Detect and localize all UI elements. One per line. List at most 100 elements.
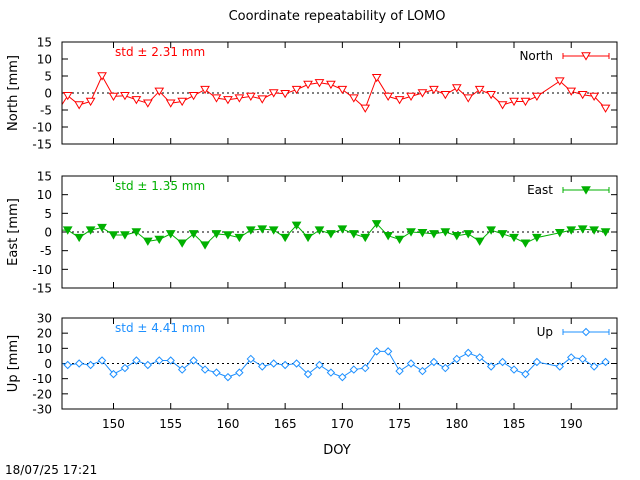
data-point xyxy=(532,92,542,101)
x-tick-label: 175 xyxy=(388,417,411,431)
data-point xyxy=(589,92,599,101)
y-axis-label: Up [mm] xyxy=(6,335,21,392)
y-tick-label: -10 xyxy=(32,121,52,135)
data-point xyxy=(601,357,610,367)
x-tick-label: 170 xyxy=(331,417,354,431)
markers xyxy=(53,347,610,382)
data-point xyxy=(371,74,382,83)
y-tick-label: -5 xyxy=(40,104,52,118)
data-point xyxy=(463,94,474,103)
data-point xyxy=(395,366,404,376)
data-point xyxy=(372,347,381,356)
data-point xyxy=(131,96,142,105)
data-point xyxy=(211,94,222,103)
data-point xyxy=(268,226,279,235)
data-point xyxy=(245,226,256,235)
data-point xyxy=(348,94,359,103)
data-point xyxy=(280,233,291,243)
data-point xyxy=(246,354,256,364)
y-tick-label: 10 xyxy=(37,342,52,356)
data-point xyxy=(417,229,428,238)
data-point xyxy=(474,237,485,246)
data-point xyxy=(85,226,96,235)
y-tick-label: 15 xyxy=(37,170,52,184)
data-point xyxy=(97,72,107,81)
data-point xyxy=(177,365,187,374)
data-point xyxy=(63,360,72,370)
data-point xyxy=(85,97,96,107)
data-point xyxy=(554,77,565,86)
data-point xyxy=(429,85,439,95)
data-point xyxy=(532,357,542,367)
data-point xyxy=(429,357,439,367)
data-point xyxy=(177,239,188,248)
data-point xyxy=(451,232,462,241)
y-tick-label: 10 xyxy=(37,53,52,67)
x-axis-label: DOY xyxy=(323,443,351,458)
legend-marker xyxy=(581,327,591,337)
data-point xyxy=(200,85,210,95)
data-point xyxy=(291,85,302,95)
data-point xyxy=(337,225,348,234)
data-point xyxy=(474,85,485,95)
data-point xyxy=(520,97,531,107)
data-point xyxy=(589,226,599,235)
data-point xyxy=(326,80,336,90)
y-tick-label: 10 xyxy=(37,188,52,202)
data-point xyxy=(212,368,221,377)
data-point xyxy=(338,372,347,382)
data-point xyxy=(108,231,119,240)
markers xyxy=(62,220,611,250)
data-point xyxy=(223,96,233,105)
data-point xyxy=(589,362,599,371)
data-point xyxy=(257,95,268,104)
y-tick-label: -30 xyxy=(32,403,52,417)
plot-frame xyxy=(61,41,618,145)
data-point xyxy=(509,97,519,107)
data-point xyxy=(257,225,268,234)
data-point xyxy=(120,363,130,373)
data-point xyxy=(509,365,519,374)
data-point xyxy=(245,92,256,101)
data-point xyxy=(441,363,450,373)
panel-east: -15 -10 -5 0 5 10 15 East [mm] std ± 1.35 mm East xyxy=(6,170,618,296)
data-point xyxy=(566,87,577,96)
data-point xyxy=(303,80,313,90)
data-point xyxy=(280,89,291,99)
y-tick-label: 0 xyxy=(44,357,52,371)
panel-north: -15 -10 -5 0 5 10 15 North [mm] std ± 2.31 mm Nor… xyxy=(6,36,618,152)
data-point xyxy=(520,239,531,248)
data-point xyxy=(348,230,359,239)
data-point xyxy=(74,101,85,110)
y-tick-label: 15 xyxy=(37,36,52,50)
data-point xyxy=(108,92,119,101)
data-point xyxy=(314,79,325,88)
data-point xyxy=(406,228,416,237)
data-point xyxy=(577,225,588,234)
y-tick-label: 20 xyxy=(37,327,52,341)
panels: -15 -10 -5 0 5 10 15 North [mm] std ± 2.31 mm Nor… xyxy=(6,36,618,431)
std-annotation: std ± 4.41 mm xyxy=(115,321,205,335)
data-point xyxy=(486,362,496,371)
data-point xyxy=(188,92,199,101)
data-point xyxy=(326,368,336,377)
data-point xyxy=(406,92,416,101)
data-point xyxy=(234,94,245,103)
y-tick-label: -15 xyxy=(32,282,52,296)
data-point xyxy=(53,358,60,365)
data-point xyxy=(566,226,577,235)
data-point xyxy=(97,223,107,233)
data-point xyxy=(429,230,439,239)
data-point xyxy=(143,360,153,370)
data-point xyxy=(269,359,278,368)
data-point xyxy=(235,368,244,377)
x-tick-label: 165 xyxy=(274,417,297,431)
data-point xyxy=(211,230,222,239)
y-axis-label: East [mm] xyxy=(6,198,21,266)
data-point xyxy=(165,230,176,239)
data-point xyxy=(315,360,324,370)
data-point xyxy=(62,226,73,235)
data-point xyxy=(189,356,198,365)
data-point xyxy=(360,233,371,243)
